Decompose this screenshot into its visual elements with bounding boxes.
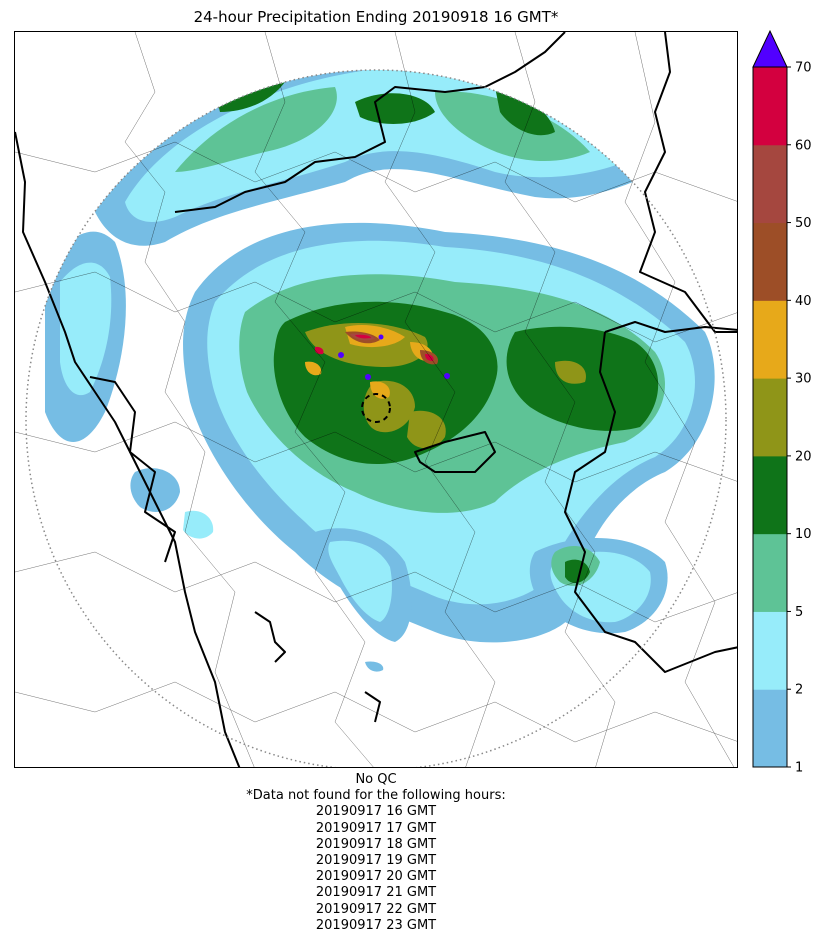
precip-area-green-north [175,87,337,172]
colorbar: 1 2 5 10 20 30 40 50 60 70 [751,28,825,778]
colorbar-tick-label: 50 [795,216,812,231]
missing-hour-item: 20190917 21 GMT [315,885,437,901]
precip-extreme-cell-4 [378,334,384,340]
missing-hour-item: 20190917 18 GMT [315,836,437,852]
colorbar-tick-label: 60 [795,138,812,153]
precip-area-olive-3 [407,410,446,449]
colorbar-tick-label: 2 [795,683,803,698]
colorbar-canvas: 1 2 5 10 20 30 40 50 60 70 [752,29,812,776]
precip-area-south-cyan [328,540,392,622]
missing-hour-item: 20190917 19 GMT [315,853,437,869]
footer-notes: No QC *Data not found for the following … [14,772,738,934]
southwest-island-border [254,611,286,663]
precipitation-field [45,70,715,672]
colorbar-segment [753,378,787,457]
precip-area-west-band-cyan [60,262,112,396]
colorbar-tick-label: 20 [795,449,812,464]
precip-extreme-cell-1 [338,352,344,358]
chart-title: 24-hour Precipitation Ending 20190918 16… [193,8,559,26]
colorbar-segment [753,67,787,146]
precipitation-map [14,31,738,768]
precip-area-south-small-patch [365,661,384,672]
inner-state-border-west [89,376,176,563]
precip-area-southeast-dark-green [565,559,590,584]
precip-area-green-north-east [435,91,590,162]
east-state-border [564,321,737,673]
central-state-border [414,431,496,473]
map-canvas [15,32,737,767]
colorbar-tick-label: 40 [795,294,812,309]
precip-extreme-cell-2 [365,374,371,380]
colorbar-segment [753,144,787,224]
colorbar-tick-label: 1 [795,761,803,776]
colorbar-segment [753,300,787,379]
precip-extreme-cell-3 [444,373,450,379]
colorbar-segment [753,533,787,612]
precip-area-dark-green-north-east [495,87,555,136]
west-coastline [15,131,241,767]
colorbar-tick-label: 5 [795,605,803,620]
missing-hour-item: 20190917 16 GMT [315,804,437,820]
radar-range-ring [25,69,727,767]
district-boundaries [15,32,737,767]
precip-area-east-olive [555,360,586,384]
colorbar-segment [753,611,787,690]
colorbar-tick-label: 30 [795,372,812,387]
missing-data-header: *Data not found for the following hours: [246,788,506,804]
precip-area-orange-4 [305,361,322,376]
colorbar-segment [753,222,787,301]
colorbar-frame [752,66,788,768]
northern-state-border [174,32,566,213]
precip-area-southwest-patch [183,510,214,539]
state-boundaries [15,32,737,767]
colorbar-tick-label: 70 [795,61,812,76]
colorbar-extend-arrow [752,29,788,68]
north-east-border [639,32,737,333]
south-small-border [364,691,381,723]
missing-hour-item: 20190917 20 GMT [315,869,437,885]
missing-hour-item: 20190917 17 GMT [315,820,437,836]
qc-status: No QC [355,772,397,787]
missing-hour-item: 20190917 23 GMT [315,917,437,933]
colorbar-segment [753,689,787,768]
missing-hours-list: 20190917 16 GMT 20190917 17 GMT 20190917 1… [14,804,738,934]
missing-hour-item: 20190917 22 GMT [315,901,437,917]
colorbar-tick-label: 10 [795,527,812,542]
colorbar-segment [753,455,787,535]
precip-area-red-1 [355,334,371,339]
radar-site-marker [361,393,391,423]
